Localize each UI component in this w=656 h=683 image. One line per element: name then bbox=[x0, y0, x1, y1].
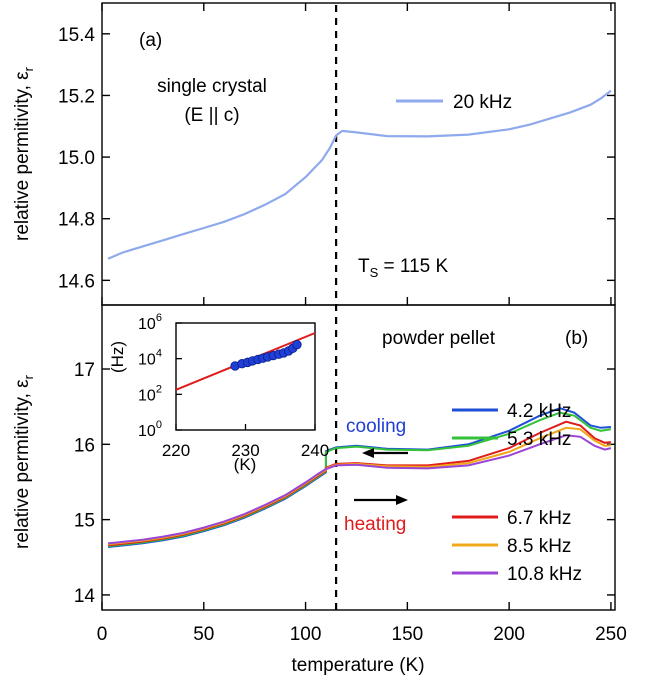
sample-label-line1: single crystal bbox=[157, 76, 267, 97]
series-line-108khz bbox=[107, 434, 612, 545]
series-line-20khz bbox=[107, 89, 612, 260]
legend-label-53khz: 5.3 kHz bbox=[507, 429, 571, 450]
panel-a-ytick-label: 14.8 bbox=[58, 210, 95, 231]
panel-a-ytick-label: 15.4 bbox=[58, 25, 95, 46]
panel-b-ytick-label: 14 bbox=[74, 586, 96, 607]
legend-label-20khz: 20 kHz bbox=[453, 92, 512, 113]
inset-frame bbox=[175, 322, 316, 431]
panel-b-series bbox=[107, 407, 612, 548]
panel-b-sample-label: powder pellet bbox=[382, 328, 496, 349]
panel-b-ytick-label: 16 bbox=[74, 435, 95, 456]
inset-xtick-label: 230 bbox=[231, 441, 259, 460]
panel-b-legend: 4.2 kHz 5.3 kHz 6.7 kHz 8.5 kHz 10.8 kHz bbox=[452, 401, 582, 585]
inset-ytick-label: 106 bbox=[138, 312, 162, 333]
cooling-label: cooling bbox=[346, 416, 406, 437]
inset-xtick-label: 240 bbox=[301, 441, 329, 460]
panel-b-frame bbox=[101, 304, 616, 611]
inset-ytick-label: 104 bbox=[138, 348, 162, 369]
panel-a-y-ticks: 14.6 14.8 15.0 15.2 15.4 bbox=[58, 25, 615, 292]
panel-b-xtick-label: 0 bbox=[97, 624, 108, 645]
ts-label: TS = 115 K bbox=[358, 256, 449, 280]
panel-b-y-ticks: 14 15 16 17 bbox=[74, 360, 615, 607]
panel-b-xtick-label: 50 bbox=[193, 624, 214, 645]
panel-b-xtick-label: 150 bbox=[392, 624, 424, 645]
panel-b-ytick-label: 15 bbox=[74, 511, 95, 532]
panel-b-xtick-label: 100 bbox=[290, 624, 322, 645]
panel-b-label: (b) bbox=[565, 328, 588, 349]
panel-b-ytick-label: 17 bbox=[74, 360, 95, 381]
cooling-arrow bbox=[362, 448, 408, 458]
heating-label: heating bbox=[344, 514, 406, 535]
panel-b-xtick-label: 200 bbox=[493, 624, 525, 645]
inset-ylabel: (Hz) bbox=[108, 341, 127, 373]
inset-xlabel: (K) bbox=[234, 455, 257, 474]
inset-points bbox=[230, 339, 302, 371]
inset-point bbox=[292, 339, 302, 350]
legend-label-67khz: 6.7 kHz bbox=[507, 508, 571, 529]
legend-label-108khz: 10.8 kHz bbox=[507, 564, 582, 585]
heating-arrow bbox=[354, 495, 408, 505]
panel-a-ylabel: relative permitivity, εr bbox=[12, 66, 36, 241]
legend-label-85khz: 8.5 kHz bbox=[507, 536, 571, 557]
inset-ticks: 220 230 240 100 102 104 106 bbox=[138, 312, 329, 460]
panel-b-x-ticks: 0 50 100 150 200 250 bbox=[97, 602, 627, 645]
inset-ytick-label: 102 bbox=[138, 383, 162, 404]
sample-label-line2: (E || c) bbox=[184, 105, 239, 126]
panel-a-ytick-label: 14.6 bbox=[58, 271, 95, 292]
x-axis-label: temperature (K) bbox=[291, 655, 424, 676]
panel-b-xtick-label: 250 bbox=[595, 624, 627, 645]
panel-a-x-ticks bbox=[101, 3, 612, 305]
inset-xtick-label: 220 bbox=[162, 441, 190, 460]
panel-b-ylabel: relative permitivity, εr bbox=[12, 374, 36, 549]
panel-a-ytick-label: 15.0 bbox=[58, 148, 95, 169]
panel-a-ytick-label: 15.2 bbox=[58, 86, 95, 107]
panel-a-label: (a) bbox=[139, 30, 162, 51]
legend-label-42khz: 4.2 kHz bbox=[507, 401, 571, 422]
inset-ytick-label: 100 bbox=[138, 419, 162, 440]
